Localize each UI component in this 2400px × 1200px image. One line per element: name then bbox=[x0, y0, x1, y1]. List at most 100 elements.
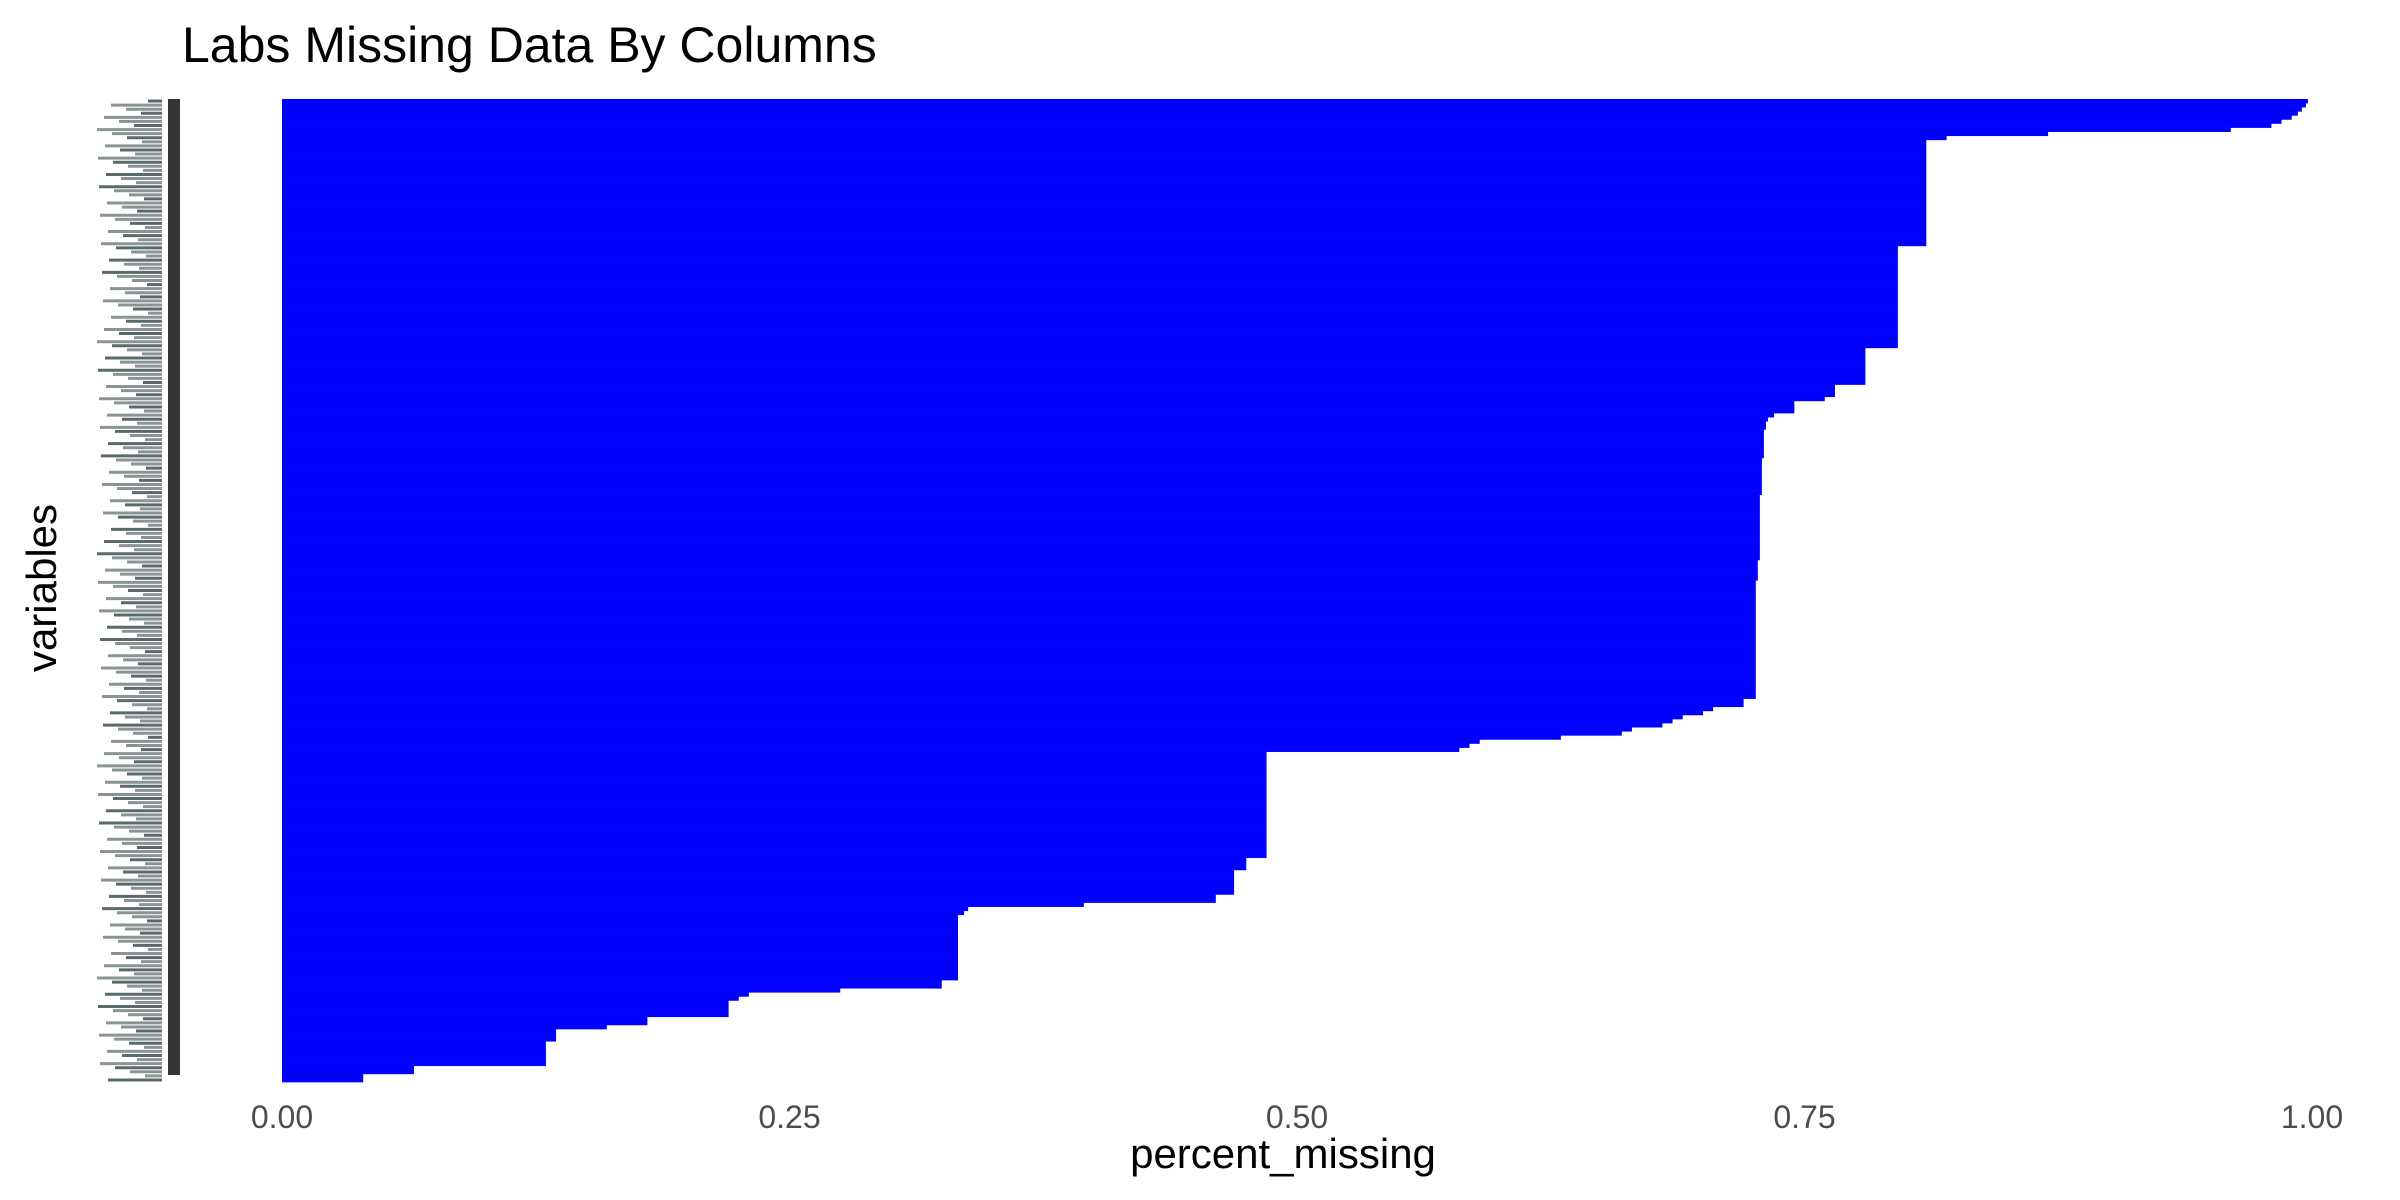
bar bbox=[282, 918, 958, 924]
bar bbox=[282, 1008, 729, 1014]
bar bbox=[282, 988, 841, 993]
bar bbox=[282, 935, 958, 940]
bar bbox=[282, 596, 1756, 602]
bar bbox=[282, 408, 1795, 414]
bar bbox=[282, 213, 1927, 218]
bar bbox=[282, 743, 1470, 748]
bar bbox=[282, 612, 1756, 618]
bar bbox=[282, 563, 1758, 569]
bar bbox=[282, 127, 2231, 132]
bar bbox=[282, 1033, 557, 1038]
bar bbox=[282, 1016, 648, 1022]
bar bbox=[282, 302, 1898, 308]
bar bbox=[282, 237, 1927, 243]
bar bbox=[282, 147, 1927, 153]
bar bbox=[282, 996, 739, 1001]
bar bbox=[282, 429, 1764, 434]
bar bbox=[282, 661, 1756, 667]
bar bbox=[282, 445, 1764, 451]
bar bbox=[282, 1077, 364, 1083]
bar bbox=[282, 131, 2049, 137]
bar bbox=[282, 641, 1756, 646]
bar bbox=[282, 833, 1267, 838]
bar bbox=[282, 763, 1267, 769]
bar bbox=[282, 600, 1756, 606]
bar bbox=[282, 608, 1756, 614]
bar bbox=[282, 568, 1758, 573]
bar bbox=[282, 841, 1267, 846]
bar bbox=[282, 927, 958, 932]
bar bbox=[282, 678, 1756, 683]
bar bbox=[282, 115, 2292, 120]
bar bbox=[282, 547, 1760, 553]
bar bbox=[282, 417, 1768, 422]
bar bbox=[282, 967, 958, 973]
bar bbox=[282, 645, 1756, 650]
bar bbox=[282, 421, 1766, 426]
chart-title: Labs Missing Data By Columns bbox=[182, 17, 877, 73]
bar bbox=[282, 914, 958, 920]
bar bbox=[282, 180, 1927, 186]
bar bbox=[282, 527, 1760, 532]
bar bbox=[282, 690, 1756, 695]
bar bbox=[282, 274, 1898, 279]
bar bbox=[282, 298, 1898, 304]
bar bbox=[282, 820, 1267, 826]
bar bbox=[282, 172, 1927, 177]
bar bbox=[282, 1041, 546, 1046]
bar bbox=[282, 931, 958, 936]
bar bbox=[282, 1053, 546, 1058]
bar bbox=[282, 258, 1898, 263]
bar bbox=[282, 156, 1927, 161]
bar bbox=[282, 845, 1267, 850]
bar bbox=[282, 759, 1267, 765]
bar bbox=[282, 192, 1927, 198]
bar bbox=[282, 694, 1756, 699]
bar bbox=[282, 1061, 546, 1067]
bar bbox=[282, 1020, 648, 1026]
bar bbox=[282, 873, 1235, 879]
bar bbox=[282, 482, 1762, 487]
bar bbox=[282, 975, 958, 981]
bar bbox=[282, 576, 1758, 581]
bar bbox=[282, 943, 958, 948]
bar bbox=[282, 555, 1760, 561]
bar bbox=[282, 849, 1267, 854]
bar bbox=[282, 466, 1762, 471]
bar bbox=[282, 865, 1247, 871]
bar bbox=[282, 278, 1898, 283]
bar bbox=[282, 360, 1866, 365]
bar bbox=[282, 539, 1760, 544]
bar bbox=[282, 531, 1760, 536]
bar bbox=[282, 922, 958, 928]
bar bbox=[282, 286, 1898, 292]
bar bbox=[282, 584, 1756, 589]
bar bbox=[282, 739, 1480, 744]
bar bbox=[282, 229, 1927, 234]
bar bbox=[282, 502, 1760, 508]
bar bbox=[282, 735, 1561, 740]
bar bbox=[282, 1069, 414, 1075]
bar bbox=[282, 486, 1762, 491]
bar bbox=[282, 674, 1756, 679]
bar bbox=[282, 404, 1795, 410]
bars-group bbox=[282, 99, 2308, 1083]
bar bbox=[282, 510, 1760, 516]
bar bbox=[282, 311, 1898, 316]
bar bbox=[282, 698, 1744, 704]
bar bbox=[282, 319, 1898, 324]
bar bbox=[282, 657, 1756, 663]
bar bbox=[282, 515, 1760, 520]
bar bbox=[282, 682, 1756, 687]
bar bbox=[282, 980, 942, 985]
bar bbox=[282, 653, 1756, 659]
bar bbox=[282, 588, 1756, 593]
bar bbox=[282, 323, 1898, 328]
bar bbox=[282, 441, 1764, 447]
bar bbox=[282, 355, 1866, 361]
bar bbox=[282, 184, 1927, 190]
bar bbox=[282, 755, 1267, 761]
bar bbox=[282, 772, 1267, 777]
bar bbox=[282, 535, 1760, 540]
bar bbox=[282, 506, 1760, 512]
